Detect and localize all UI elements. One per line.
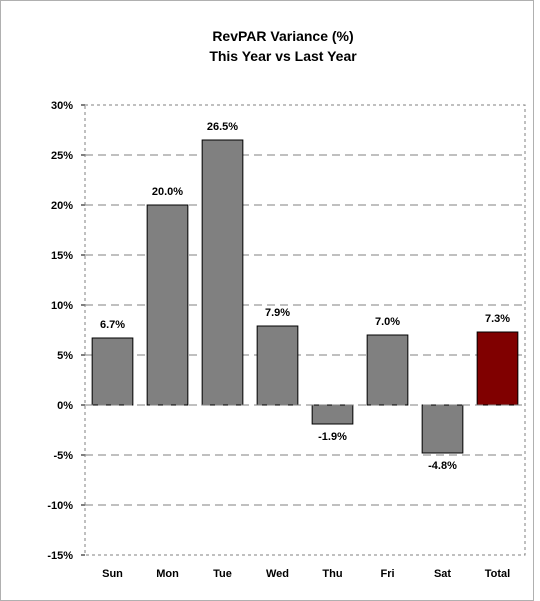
y-tick-label: 0% [57,400,73,412]
data-label-total: 7.3% [485,313,510,325]
bar-sat [421,404,464,454]
y-tick-label: 20% [51,200,73,212]
x-tick-label-sat: Sat [434,568,451,580]
y-tick-label: 5% [57,350,73,362]
bar-fri [366,334,409,406]
plot-frame [84,104,526,556]
data-label-wed: 7.9% [265,307,290,319]
y-tick-label: -15% [47,550,73,562]
data-labels: 6.7% 20.0% 26.5% 7.9% -1.9% 7.0% -4.8% 7.3% [100,121,510,472]
y-tick-label: -10% [47,500,73,512]
bars [91,139,519,454]
bar-sun [91,337,134,406]
y-tick-label: 25% [51,150,73,162]
bar-wed [256,325,299,406]
x-tick-label-wed: Wed [266,568,289,580]
x-tick-label-total: Total [485,568,510,580]
gridlines [85,154,525,506]
x-tick-label-thu: Thu [322,568,342,580]
x-tick-label-tue: Tue [213,568,232,580]
x-tick-label-sun: Sun [102,568,123,580]
y-tick-label: -5% [53,450,73,462]
chart-subtitle: This Year vs Last Year [209,48,357,64]
bar-total [476,331,519,406]
data-label-mon: 20.0% [152,186,183,198]
y-axis-ticks: 30% 25% 20% 15% 10% 5% 0% -5% -10% -15% [47,100,85,562]
data-label-thu: -1.9% [318,431,347,443]
x-tick-label-mon: Mon [156,568,179,580]
data-label-tue: 26.5% [207,121,238,133]
bar-thu [311,404,354,425]
x-tick-label-fri: Fri [380,568,394,580]
bar-mon [146,204,189,406]
y-tick-label: 15% [51,250,73,262]
data-label-fri: 7.0% [375,316,400,328]
data-label-sat: -4.8% [428,460,457,472]
y-tick-label: 30% [51,100,73,112]
data-label-sun: 6.7% [100,319,125,331]
y-tick-label: 10% [51,300,73,312]
bar-tue [201,139,244,406]
chart-title: RevPAR Variance (%) [212,28,353,44]
x-axis-ticks: Sun Mon Tue Wed Thu Fri Sat Total [102,568,510,580]
